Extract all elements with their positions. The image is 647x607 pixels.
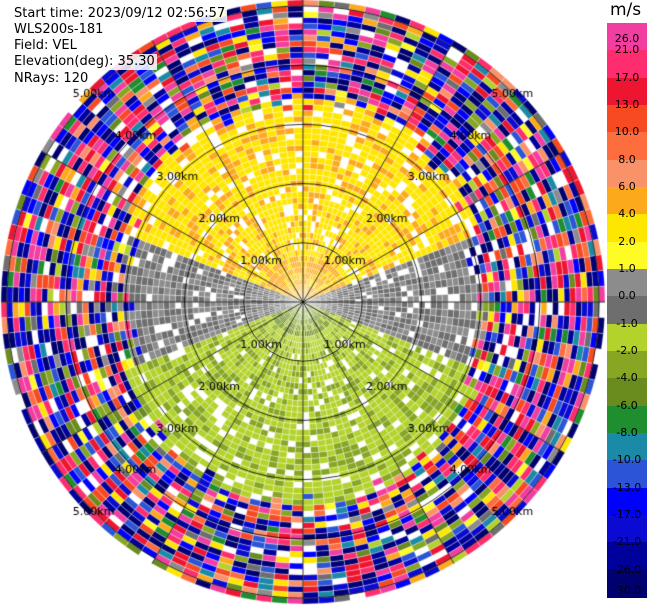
colorbar-tick-label: -21.0	[612, 535, 642, 549]
colorbar-segment	[607, 214, 647, 243]
colorbar-segment	[607, 323, 647, 352]
colorbar-tick-label: 26.0	[614, 32, 640, 45]
colorbar-segment	[607, 23, 647, 51]
colorbar: 26.0 21.0 17.0 13.0 10.0 8.0 6.0 4.0 2.0 1.0 0.0 -1…	[607, 23, 647, 598]
colorbar-tick-label: 1.0	[618, 262, 636, 275]
colorbar-tick-label: -13.0	[612, 480, 642, 494]
colorbar-tick-label: 4.0	[618, 207, 636, 221]
colorbar-segment	[607, 105, 647, 133]
colorbar-segment	[607, 50, 647, 79]
colorbar-segment	[607, 132, 647, 161]
colorbar-tick-label: -30.0	[612, 584, 642, 597]
colorbar-tick-label: 17.0	[614, 70, 640, 84]
start-time-label: Start time: 2023/09/12 02:56:57	[12, 6, 228, 22]
elevation-label: Elevation(deg): 35.30	[12, 54, 157, 70]
colorbar-tick-label: -1.0	[616, 316, 638, 330]
colorbar-segment	[607, 351, 647, 379]
colorbar-tick-label: -17.0	[612, 508, 642, 521]
colorbar-segment	[607, 187, 647, 215]
colorbar-tick-label: 13.0	[614, 98, 640, 111]
colorbar-tick-label: -10.0	[612, 453, 642, 467]
colorbar-segment	[607, 515, 647, 543]
colorbar-segment	[607, 269, 647, 297]
colorbar-tick-label: 6.0	[618, 180, 636, 193]
nrays-label: NRays: 120	[12, 71, 91, 87]
colorbar-segment	[607, 433, 647, 461]
colorbar-tick-label: -26.0	[612, 562, 642, 576]
colorbar-tick-label: 0.0	[618, 289, 636, 303]
colorbar-tick-label: 21.0	[614, 43, 640, 57]
colorbar-tick-label: -2.0	[616, 344, 638, 357]
instrument-label: WLS200s-181	[12, 22, 106, 38]
colorbar-tick-label: -8.0	[616, 426, 638, 439]
colorbar-tick-label: 10.0	[614, 125, 640, 139]
colorbar-segment	[607, 487, 647, 516]
colorbar-segment	[607, 241, 647, 270]
colorbar-segment	[607, 378, 647, 407]
colorbar-tick-label: 8.0	[618, 152, 636, 166]
colorbar-segment	[607, 542, 647, 571]
colorbar-tick-label: 2.0	[618, 234, 636, 248]
colorbar-segment	[607, 77, 647, 106]
colorbar-title: m/s	[610, 0, 642, 20]
colorbar-segment	[607, 460, 647, 489]
colorbar-tick-label: -4.0	[616, 371, 638, 385]
colorbar-segment	[607, 159, 647, 188]
colorbar-tick-label: -6.0	[616, 398, 638, 412]
colorbar-segment	[607, 296, 647, 325]
colorbar-segment	[607, 405, 647, 434]
field-label: Field: VEL	[12, 38, 79, 54]
colorbar-segment	[607, 569, 647, 598]
